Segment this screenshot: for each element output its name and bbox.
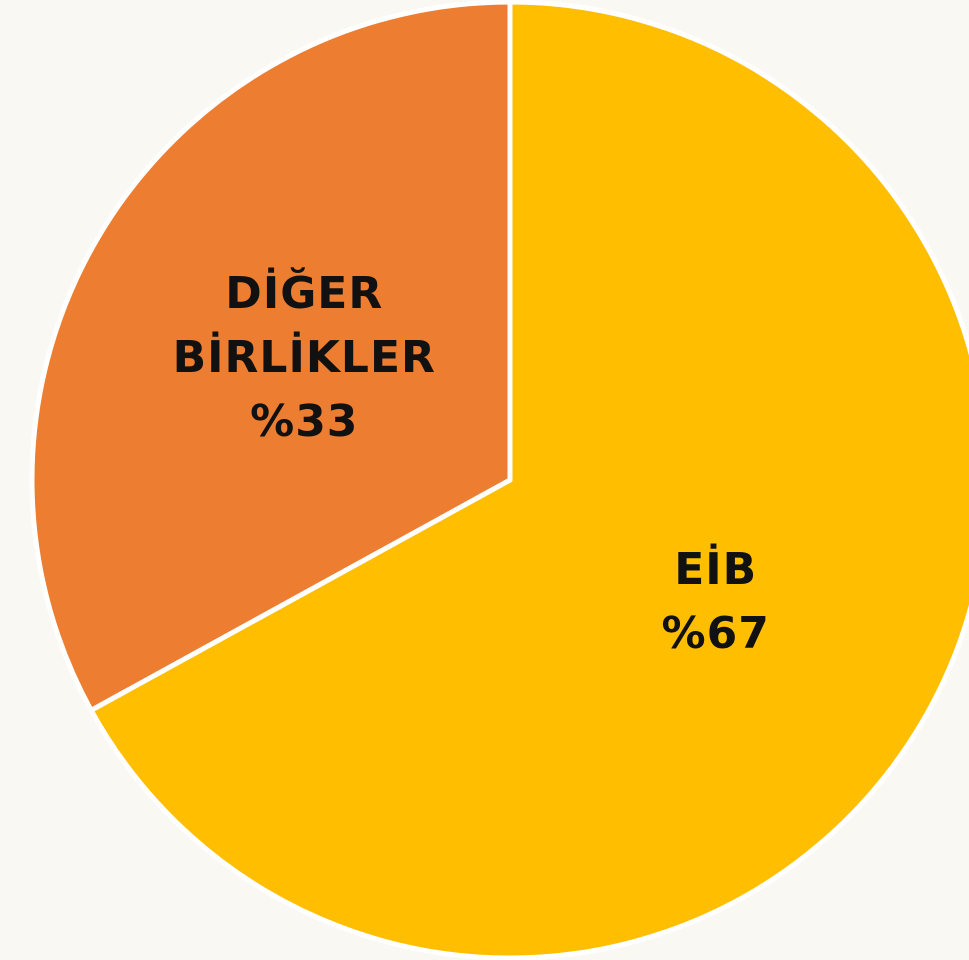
category-label: EİB bbox=[674, 543, 758, 595]
pie-slice bbox=[29, 0, 513, 713]
pie-slice bbox=[88, 0, 969, 960]
slice-label: EİB %67 bbox=[551, 538, 881, 666]
value-label: %33 bbox=[250, 396, 359, 448]
value-label: %67 bbox=[661, 607, 770, 659]
slice-label: DİĞER BİRLİKLER %33 bbox=[139, 262, 469, 454]
category-label: DİĞER BİRLİKLER bbox=[172, 268, 436, 384]
